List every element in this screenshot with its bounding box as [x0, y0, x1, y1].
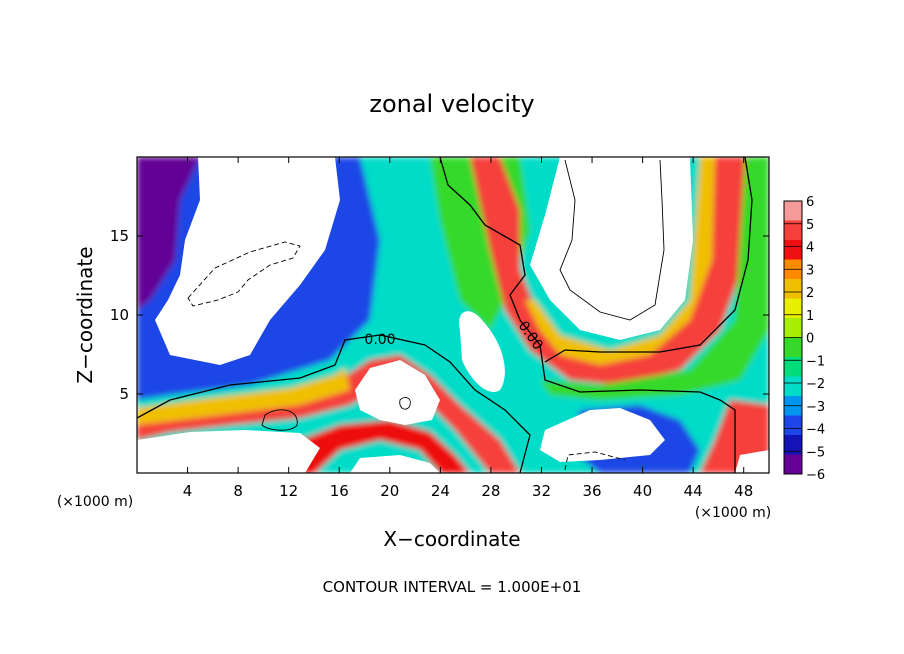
- colorbar-swatch: [784, 201, 802, 221]
- contour-negative-dashed-left: [187, 241, 301, 307]
- colorbar-label: −6: [806, 468, 825, 483]
- x-tick-label: 36: [582, 482, 601, 500]
- x-tick-label: 40: [633, 482, 652, 500]
- contour-positive-upper-right: [559, 159, 665, 321]
- field-region-green-right: [540, 157, 769, 400]
- x-tick-label: 28: [481, 482, 500, 500]
- contour-lower-left-loop: [261, 409, 298, 431]
- x-tick-label: 12: [279, 482, 298, 500]
- white-region-center-oval: [459, 311, 505, 392]
- colorbar-swatch: [784, 240, 802, 260]
- contour-zero-main: [137, 334, 531, 473]
- y-tick-label: 15: [110, 227, 129, 245]
- y-tick-label: 5: [119, 385, 129, 403]
- colorbar-label: 4: [806, 241, 814, 256]
- colorbar-swatch: [784, 298, 802, 319]
- colorbar-label: 0: [806, 332, 814, 347]
- contour-zero-right: [439, 157, 736, 473]
- field-region-lower-mid-warm: [290, 420, 470, 473]
- colorbar-label: −4: [806, 423, 825, 438]
- x-axis-label: X−coordinate: [383, 527, 520, 551]
- colorbar-swatch: [784, 357, 802, 377]
- contour-zero-outer-right: [544, 157, 753, 363]
- colorbar-label: −5: [806, 445, 825, 460]
- colorbar-label: 5: [806, 218, 814, 233]
- y-tick-label: 10: [110, 306, 129, 324]
- contour-label-left: 0.00: [364, 332, 395, 348]
- x-unit-left: (×1000 m): [57, 494, 133, 510]
- x-tick-label: 32: [532, 482, 551, 500]
- field-region-left-purple: [137, 157, 200, 310]
- y-axis: 5 10 15: [110, 227, 769, 403]
- x-tick-label: 24: [431, 482, 450, 500]
- colorbar-label: 2: [806, 286, 814, 301]
- colorbar-swatch: [784, 279, 802, 299]
- white-region-lower-center: [355, 360, 440, 425]
- colorbar: 6 5 4 3 2 1 0 −1 −2 −3 −4 −5 −6: [783, 195, 825, 483]
- x-axis: 4 8 12 16 20 24 28 32 36 40 44 48: [183, 157, 753, 500]
- contour-negative-dashed-bottom: [564, 451, 626, 471]
- x-tick-label: 20: [380, 482, 399, 500]
- white-region-upper-left: [155, 157, 340, 365]
- heatmap-field: 0.00 0.00: [137, 157, 769, 473]
- y-axis-label: Z−coordinate: [73, 246, 97, 383]
- colorbar-swatch: [784, 435, 802, 455]
- colorbar-swatch: [784, 220, 802, 241]
- white-region-lower-left: [137, 430, 320, 473]
- colorbar-swatch: [784, 454, 802, 475]
- chart-title: zonal velocity: [369, 90, 534, 118]
- colorbar-swatch: [784, 337, 802, 358]
- x-tick-label: 44: [684, 482, 703, 500]
- colorbar-label: 6: [806, 195, 814, 210]
- white-region-bottom-right: [540, 408, 665, 462]
- x-tick-label: 48: [734, 482, 753, 500]
- colorbar-label: −3: [806, 400, 825, 415]
- x-tick-label: 8: [233, 482, 243, 500]
- field-region-lower-left-yellow: [137, 368, 350, 425]
- colorbar-label: 3: [806, 263, 814, 278]
- colorbar-label: −1: [806, 354, 825, 369]
- footer-contour-interval: CONTOUR INTERVAL = 1.000E+01: [323, 578, 582, 596]
- contour-small-loop: [399, 397, 411, 410]
- colorbar-swatch: [784, 415, 802, 436]
- colorbar-label: −2: [806, 377, 825, 392]
- white-region-upper-right: [530, 157, 693, 340]
- colorbar-swatch: [784, 376, 802, 397]
- x-tick-label: 4: [183, 482, 193, 500]
- x-tick-label: 16: [330, 482, 349, 500]
- colorbar-swatch: [784, 318, 802, 338]
- white-region-bottom-mid: [350, 455, 440, 473]
- colorbar-label: 1: [806, 309, 814, 324]
- x-unit-right: (×1000 m): [695, 505, 771, 521]
